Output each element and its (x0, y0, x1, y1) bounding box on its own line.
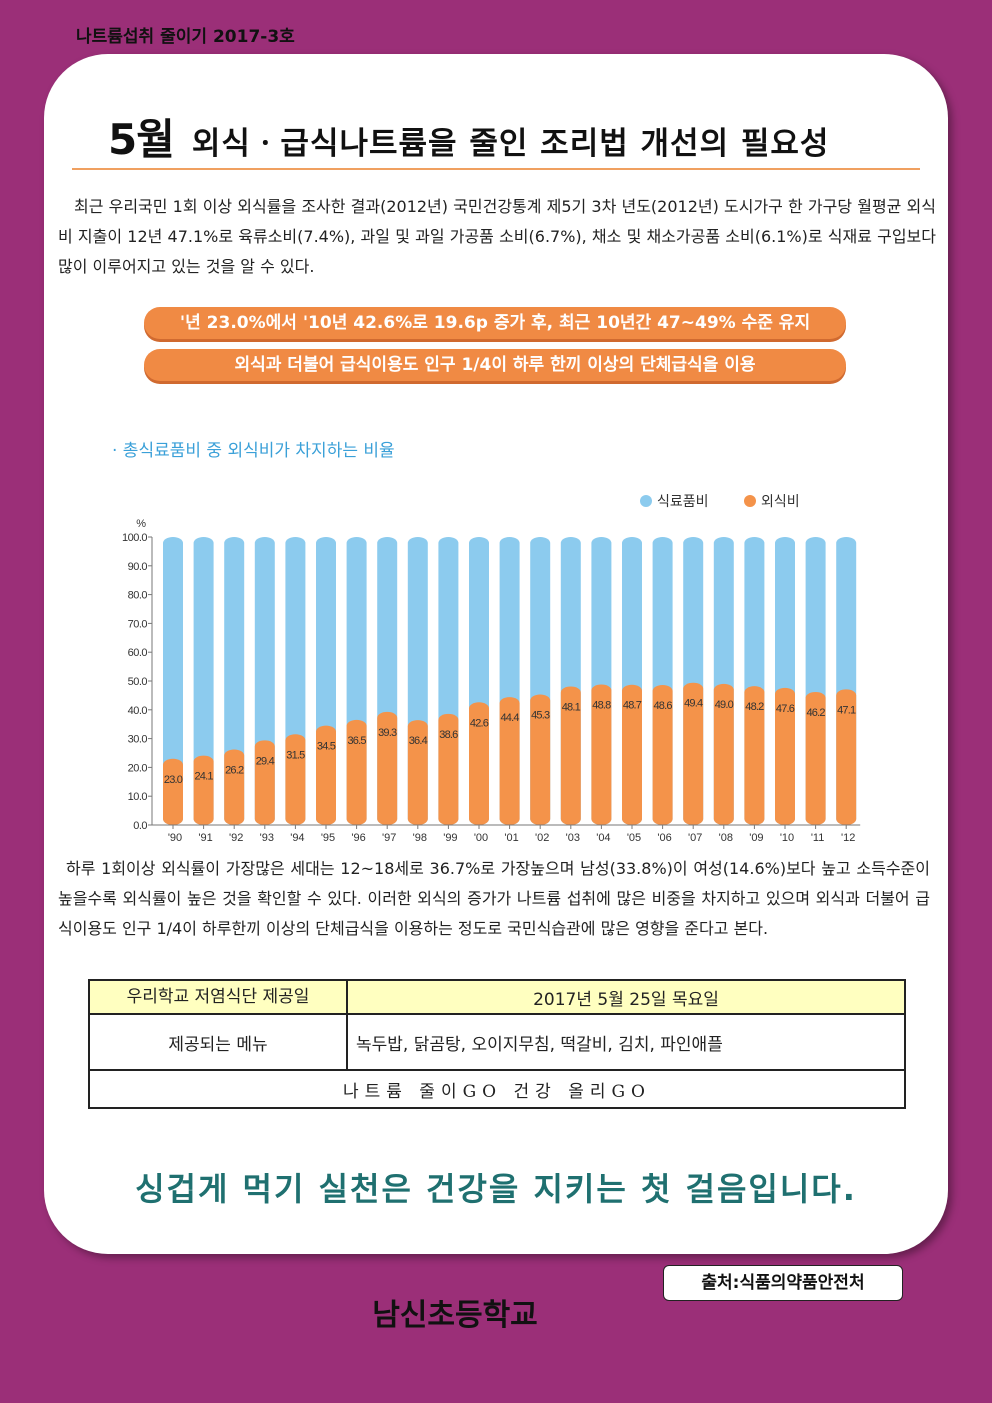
chart-caption: · 총식료품비 중 외식비가 차지하는 비율 (112, 436, 395, 461)
menu-label: 제공되는 메뉴 (89, 1014, 347, 1070)
highlight-pill-1: '년 23.0%에서 '10년 42.6%로 19.6p 증가 후, 최근 10… (144, 307, 846, 339)
title-month: 5월 (108, 115, 174, 164)
bar-data-label: 36.4 (409, 735, 428, 747)
x-tick-label: '08 (719, 832, 733, 844)
bar-data-label: 49.4 (684, 698, 703, 710)
x-axis: '90 '91 '92 '93 '94 '95 '96 '97 '98 '99 '00 '01 '02 '… (152, 825, 860, 844)
served-date-label: 우리학교 저염식단 제공일 (89, 980, 347, 1014)
bar-data-label: 48.6 (653, 700, 672, 712)
bar-data-label: 36.5 (347, 735, 366, 747)
legend-swatch (640, 495, 652, 507)
y-tick-label: 30.0 (128, 734, 148, 746)
bar-data-label: 48.2 (745, 701, 764, 713)
bar-data-label: 47.6 (776, 703, 795, 715)
x-tick-label: '10 (780, 832, 794, 844)
x-tick-label: '02 (535, 832, 549, 844)
bar-data-label: 48.8 (592, 699, 611, 711)
slogan: 나트륨 줄이GO 건강 올리GO (89, 1070, 905, 1108)
x-tick-label: '11 (811, 832, 825, 844)
x-tick-label: '00 (474, 832, 488, 844)
school-name: 남신초등학교 (0, 1290, 910, 1334)
dining-out-ratio-chart: 식료품비 외식비 % 0.0 10.0 20.0 30.0 40.0 50.0 60.0 70.0… (100, 480, 880, 850)
x-tick-label: '96 (351, 832, 365, 844)
legend-label: 외식비 (761, 494, 800, 510)
bar-dining-out (255, 740, 275, 825)
x-tick-label: '05 (627, 832, 641, 844)
menu-value: 녹두밥, 닭곰탕, 오이지무침, 떡갈비, 김치, 파인애플 (347, 1014, 905, 1070)
bar-data-label: 26.2 (225, 765, 244, 777)
bar-data-label: 29.4 (256, 755, 275, 767)
low-sodium-menu-table: 우리학교 저염식단 제공일 2017년 5월 25일 목요일 제공되는 메뉴 녹… (88, 979, 906, 1109)
bar-series: 23.0 24.1 26.2 29.4 31.5 34.5 36.5 39.3 36.4 38.6… (163, 537, 856, 825)
legend-swatch (744, 495, 756, 507)
bar-data-label: 42.6 (470, 717, 489, 729)
bar-dining-out (163, 759, 183, 825)
y-tick-label: 20.0 (128, 762, 148, 774)
y-tick-label: 40.0 (128, 705, 148, 717)
x-tick-label: '01 (504, 832, 518, 844)
x-tick-label: '98 (413, 832, 427, 844)
bar-dining-out (285, 734, 305, 825)
bar-dining-out (224, 750, 244, 825)
bar-data-label: 49.0 (715, 699, 734, 711)
x-tick-label: '12 (841, 832, 855, 844)
x-tick-label: '95 (321, 832, 335, 844)
bar-data-label: 24.1 (194, 771, 213, 783)
x-tick-label: '94 (290, 832, 304, 844)
x-tick-label: '03 (566, 832, 580, 844)
y-tick-label: 90.0 (128, 561, 148, 573)
y-tick-label: 0.0 (133, 820, 147, 832)
bar-data-label: 31.5 (286, 749, 305, 761)
table-row: 나트륨 줄이GO 건강 올리GO (89, 1070, 905, 1108)
newsletter-issue-label: 나트륨섭취 줄이기 2017-3호 (76, 22, 295, 47)
bar-data-label: 46.2 (806, 707, 825, 719)
table-row: 우리학교 저염식단 제공일 2017년 5월 25일 목요일 (89, 980, 905, 1014)
x-tick-label: '93 (260, 832, 274, 844)
y-axis-unit: % (136, 518, 146, 530)
y-tick-label: 60.0 (128, 647, 148, 659)
page-title: 5월 외식ㆍ급식나트륨을 줄인 조리법 개선의 필요성 (108, 106, 918, 168)
body-paragraph: 하루 1회이상 외식률이 가장많은 세대는 12~18세로 36.7%로 가장높… (58, 854, 930, 944)
x-tick-label: '90 (168, 832, 182, 844)
bar-data-label: 48.1 (562, 701, 581, 713)
bar-data-label: 48.7 (623, 700, 642, 712)
y-tick-label: 50.0 (128, 676, 148, 688)
bar-data-label: 39.3 (378, 727, 397, 739)
y-tick-label: 80.0 (128, 590, 148, 602)
y-tick-label: 100.0 (122, 532, 147, 544)
closing-message: 싱겁게 먹기 실천은 건강을 지키는 첫 걸음입니다. (0, 1164, 992, 1210)
y-tick-label: 70.0 (128, 618, 148, 630)
x-tick-label: '07 (688, 832, 702, 844)
bar-data-label: 44.4 (500, 712, 519, 724)
x-tick-label: '06 (657, 832, 671, 844)
title-underline (72, 168, 920, 170)
y-axis: % 0.0 10.0 20.0 30.0 40.0 50.0 60.0 70.0 80.0 90.0… (122, 518, 152, 832)
legend-label: 식료품비 (657, 494, 709, 510)
bar-data-label: 34.5 (317, 741, 336, 753)
bar-dining-out (194, 756, 214, 825)
x-tick-label: '92 (229, 832, 243, 844)
y-tick-label: 10.0 (128, 791, 148, 803)
served-date-value: 2017년 5월 25일 목요일 (347, 980, 905, 1014)
x-tick-label: '97 (382, 832, 396, 844)
bar-data-label: 45.3 (531, 710, 550, 722)
bar-data-label: 47.1 (837, 704, 856, 716)
highlight-pill-2: 외식과 더불어 급식이용도 인구 1/4이 하루 한끼 이상의 단체급식을 이용 (144, 349, 846, 381)
bar-data-label: 23.0 (164, 774, 183, 786)
bar-data-label: 38.6 (439, 729, 458, 741)
intro-paragraph: 최근 우리국민 1회 이상 외식률을 조사한 결과(2012년) 국민건강통계 … (58, 192, 936, 282)
title-text: 외식ㆍ급식나트륨을 줄인 조리법 개선의 필요성 (192, 126, 830, 162)
table-row: 제공되는 메뉴 녹두밥, 닭곰탕, 오이지무침, 떡갈비, 김치, 파인애플 (89, 1014, 905, 1070)
x-tick-label: '09 (749, 832, 763, 844)
x-tick-label: '99 (443, 832, 457, 844)
x-tick-label: '91 (198, 832, 212, 844)
x-tick-label: '04 (596, 832, 610, 844)
chart-legend: 식료품비 외식비 (640, 494, 800, 510)
